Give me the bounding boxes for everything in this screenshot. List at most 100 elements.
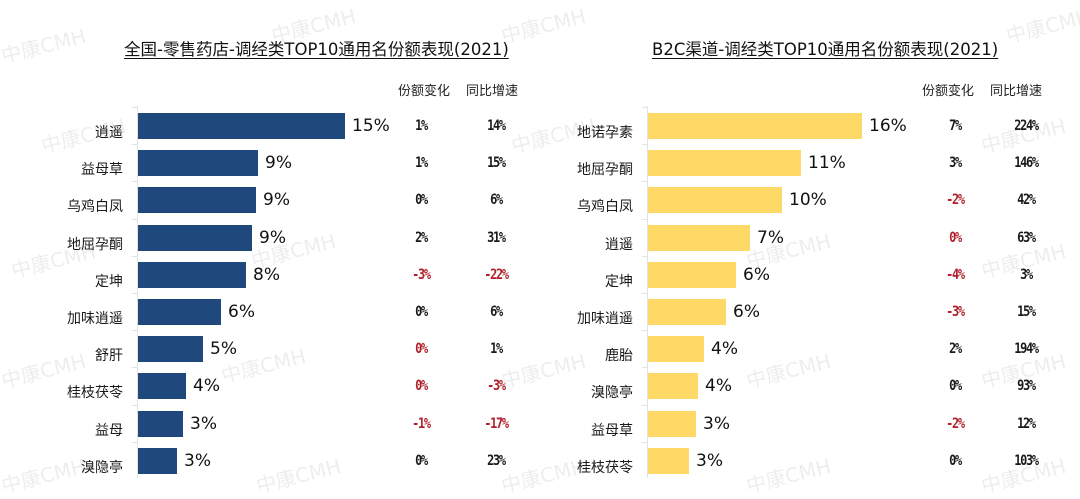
yoy-growth-value: 6% — [490, 192, 503, 209]
value-label: 6% — [733, 302, 760, 322]
yoy-growth-value: 194% — [1014, 341, 1039, 358]
bar — [138, 299, 221, 325]
yoy-growth-header: 同比增速 — [990, 84, 1043, 99]
category-label: 舒肝 — [95, 348, 123, 365]
yoy-growth-value: 23% — [487, 452, 506, 469]
bar — [648, 299, 726, 325]
b2c-channel-chart: B2C渠道-调经类TOP10通用名份额表现(2021) 份额变化 同比增速 地诺… — [540, 0, 1080, 493]
bar — [138, 261, 246, 288]
share-change-value: 0% — [415, 192, 428, 209]
share-change-value: -3% — [412, 266, 431, 283]
bar-row: 桂枝茯苓 4% 0% -3% — [0, 373, 540, 410]
yoy-growth-value: -17% — [484, 415, 509, 432]
axis-tick — [132, 441, 137, 443]
category-label: 桂枝茯苓 — [577, 459, 633, 476]
share-change-value: 0% — [949, 229, 962, 246]
yoy-growth-value: 42% — [1017, 192, 1036, 209]
bar-row: 定坤 6% -4% 3% — [540, 261, 1080, 299]
category-label: 逍遥 — [95, 125, 123, 141]
retail-pharmacy-chart: 全国-零售药店-调经类TOP10通用名份额表现(2021) 份额变化 同比增速 … — [0, 0, 540, 493]
value-label: 11% — [808, 153, 846, 174]
y-axis — [647, 106, 648, 478]
yoy-growth-value: 103% — [1014, 452, 1039, 469]
share-change-value: -2% — [946, 192, 965, 209]
axis-tick — [642, 255, 647, 257]
yoy-growth-value: 224% — [1014, 118, 1039, 134]
value-label: 3% — [703, 413, 730, 434]
axis-tick — [642, 441, 647, 443]
bar — [138, 336, 203, 363]
axis-tick — [132, 218, 137, 220]
value-label: 7% — [757, 227, 784, 248]
share-change-value: 2% — [949, 341, 962, 358]
axis-tick — [132, 255, 137, 257]
value-label: 4% — [711, 339, 738, 360]
yoy-growth-value: 63% — [1017, 229, 1036, 246]
yoy-growth-value: 15% — [487, 155, 506, 172]
bar — [138, 447, 177, 474]
share-change-header: 份额变化 — [398, 84, 451, 99]
value-label: 9% — [259, 227, 286, 248]
yoy-growth-header: 同比增速 — [466, 84, 519, 99]
share-change-value: -2% — [946, 415, 965, 432]
share-change-header: 份额变化 — [922, 84, 975, 99]
bar-row: 益母草 3% -2% 12% — [540, 410, 1080, 448]
share-change-value: 7% — [949, 118, 962, 134]
bar — [648, 187, 782, 214]
value-label: 9% — [263, 190, 290, 211]
yoy-growth-value: 93% — [1017, 378, 1036, 395]
value-label: 10% — [789, 190, 827, 211]
category-label: 桂枝茯苓 — [67, 385, 123, 402]
axis-tick — [132, 144, 137, 146]
value-label: 15% — [352, 116, 390, 136]
bar-row: 地屈孕酮 9% 2% 31% — [0, 224, 540, 262]
bar-row: 桂枝茯苓 3% 0% 103% — [540, 447, 1080, 485]
yoy-growth-value: 146% — [1014, 155, 1039, 172]
bar-row: 益母 3% -1% -17% — [0, 410, 540, 448]
axis-tick — [642, 367, 647, 369]
axis-tick — [132, 181, 137, 183]
share-change-value: -4% — [946, 266, 965, 283]
bar — [648, 336, 704, 363]
axis-tick — [132, 330, 137, 332]
category-label: 益母草 — [591, 422, 633, 439]
yoy-growth-value: 3% — [1020, 266, 1033, 283]
category-label: 定坤 — [95, 273, 123, 290]
bar — [138, 373, 186, 400]
bar-row: 舒肝 5% 0% 1% — [0, 336, 540, 373]
share-change-value: 3% — [949, 155, 962, 172]
value-label: 4% — [193, 376, 220, 397]
value-label: 3% — [184, 450, 211, 471]
share-change-value: 0% — [949, 378, 962, 395]
chart-title: B2C渠道-调经类TOP10通用名份额表现(2021) — [652, 40, 999, 59]
category-label: 溴隐亭 — [591, 385, 633, 402]
category-label: 乌鸡白凤 — [67, 199, 123, 216]
value-label: 5% — [210, 339, 237, 360]
share-change-value: 0% — [949, 452, 962, 469]
bar-row: 乌鸡白凤 9% 0% 6% — [0, 187, 540, 224]
share-change-value: -3% — [946, 304, 965, 320]
share-change-value: 0% — [415, 378, 428, 395]
value-label: 16% — [869, 116, 907, 136]
bar-row: 逍遥 15% 1% 14% — [0, 113, 540, 150]
category-label: 地屈孕酮 — [67, 236, 123, 253]
bar-row: 加味逍遥 6% -3% 15% — [540, 299, 1080, 336]
axis-tick — [642, 330, 647, 332]
axis-tick — [642, 144, 647, 146]
bar — [648, 113, 862, 139]
value-label: 9% — [265, 153, 292, 174]
yoy-growth-value: 12% — [1017, 415, 1036, 432]
chart-title: 全国-零售药店-调经类TOP10通用名份额表现(2021) — [124, 40, 509, 59]
bar — [138, 113, 345, 139]
category-label: 加味逍遥 — [577, 311, 633, 327]
yoy-growth-value: -22% — [484, 266, 509, 283]
value-label: 4% — [705, 376, 732, 397]
bar-row: 益母草 9% 1% 15% — [0, 150, 540, 187]
axis-tick — [132, 367, 137, 369]
yoy-growth-value: 15% — [1017, 304, 1036, 320]
bar-row: 乌鸡白凤 10% -2% 42% — [540, 187, 1080, 224]
bar — [138, 150, 258, 177]
bar-row: 定坤 8% -3% -22% — [0, 261, 540, 299]
bar-row: 鹿胎 4% 2% 194% — [540, 336, 1080, 373]
value-label: 6% — [228, 302, 255, 322]
